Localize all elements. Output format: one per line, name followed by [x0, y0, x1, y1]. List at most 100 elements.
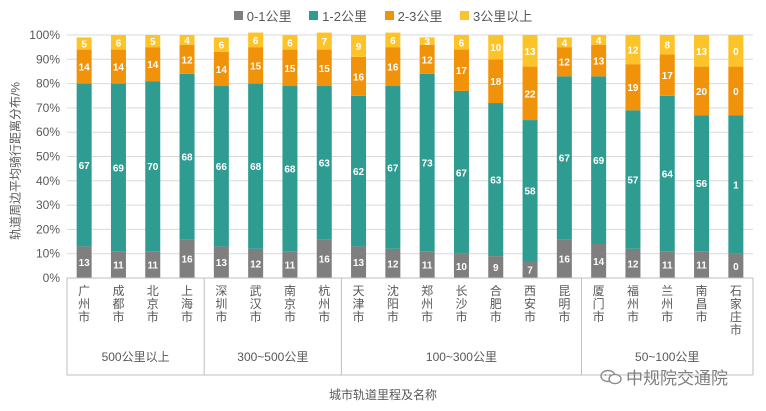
data-label: 10	[490, 43, 502, 54]
legend-label: 1-2公里	[322, 9, 367, 24]
legend-item-2-3km: 2-3公里	[384, 6, 442, 25]
legend-swatch	[309, 11, 319, 20]
bar-segment	[591, 44, 607, 77]
y-axis-title-text: 轨道周边平均骑行距离分布/%	[8, 81, 23, 241]
bar-segment	[179, 35, 195, 45]
data-label: 12	[250, 259, 262, 270]
data-label: 6	[116, 38, 122, 49]
group-label: 50~100公里	[635, 350, 699, 364]
bar-segment	[145, 81, 161, 252]
data-label: 70	[147, 162, 159, 173]
data-label: 11	[113, 261, 124, 272]
data-label: 14	[593, 257, 605, 268]
x-tick-label: 北京市	[147, 284, 159, 324]
bar-segment	[556, 76, 572, 240]
group-label: 300~500公里	[237, 350, 308, 364]
data-label: 13	[79, 258, 91, 269]
y-tick-label: 60%	[36, 125, 60, 139]
bar-segment	[659, 35, 675, 55]
data-label: 12	[627, 46, 639, 57]
bar-segment	[625, 110, 641, 249]
bars: 1367145116914611701451668124136614612681…	[76, 32, 744, 278]
data-label: 4	[184, 36, 190, 47]
bar-segment	[728, 35, 744, 67]
x-tick-label: 南昌市	[696, 283, 708, 324]
bar-segment	[522, 66, 538, 121]
data-label: 62	[353, 167, 365, 178]
legend-item-1-2km: 1-2公里	[309, 6, 367, 25]
data-label: 15	[250, 61, 262, 72]
bar-segment	[110, 251, 126, 278]
data-label: 0	[733, 262, 739, 273]
bar-segment	[213, 86, 229, 247]
bar-segment	[694, 251, 710, 278]
y-tick-label: 80%	[36, 77, 60, 91]
bar-segment	[419, 44, 435, 74]
bar-segment	[659, 54, 675, 96]
bar-segment	[453, 253, 469, 278]
data-label: 11	[696, 261, 707, 272]
data-label: 16	[181, 255, 193, 266]
data-label: 56	[696, 179, 708, 190]
bar-segment	[659, 95, 675, 252]
data-label: 63	[319, 159, 331, 170]
bar-segment	[213, 37, 229, 53]
bar-segment	[213, 52, 229, 87]
y-tick-label: 50%	[36, 150, 60, 164]
bar-segment	[522, 260, 538, 278]
data-label: 1	[733, 180, 739, 191]
data-label: 19	[627, 83, 639, 94]
data-label: 73	[422, 159, 434, 170]
bar-segment	[556, 37, 572, 48]
y-tick-label: 70%	[36, 101, 60, 115]
gridlines	[67, 34, 753, 279]
data-label: 14	[147, 60, 159, 71]
x-tick-label: 武汉市	[250, 284, 262, 324]
bar-segment	[110, 49, 126, 84]
bar-segment	[556, 47, 572, 77]
wechat-icon	[600, 369, 622, 384]
bar-segment	[728, 66, 744, 116]
x-tick-label: 杭州市	[318, 283, 330, 324]
data-label: 22	[524, 89, 536, 100]
bar-segment	[453, 35, 469, 50]
legend-label: 0-1公里	[246, 9, 292, 24]
y-tick-label: 0%	[43, 271, 61, 285]
data-label: 17	[456, 66, 468, 77]
watermark-text: 中规院交通院	[626, 369, 728, 388]
data-label: 11	[147, 261, 158, 272]
legend-item-0-1km: 0-1公里	[233, 6, 292, 25]
legend-swatch	[460, 11, 470, 20]
bar-segment	[591, 35, 607, 45]
bar-segment	[316, 49, 332, 87]
data-label: 6	[253, 36, 259, 47]
x-tick-label: 长沙市	[455, 284, 467, 324]
data-label: 7	[321, 37, 327, 48]
data-label: 67	[456, 168, 468, 179]
data-label: 13	[593, 57, 605, 68]
y-tick-label: 40%	[36, 174, 60, 188]
data-label: 66	[216, 162, 228, 173]
bar-segment	[351, 56, 367, 96]
x-tick-label: 广州市	[78, 284, 90, 324]
x-axis: 广州市 成都市 北京市 上海市 深圳市 武汉市 南京市 杭州市 天津市 沈阳市 郑州市 长沙市 合肥市 西…	[66, 277, 754, 376]
x-tick-label: 西安市	[524, 284, 536, 324]
bar-segment	[488, 103, 504, 257]
data-label: 12	[181, 55, 193, 66]
data-label: 8	[664, 41, 670, 52]
data-label: 13	[524, 47, 536, 58]
watermark: 中规院交通院	[600, 364, 728, 389]
data-label: 16	[353, 72, 365, 83]
bar-segment	[179, 73, 195, 240]
x-tick-label: 石家庄市	[730, 284, 742, 337]
data-label: 14	[79, 63, 91, 74]
y-tick-label: 20%	[36, 222, 60, 236]
bar-segment	[591, 243, 607, 278]
x-tick-label: 福州市	[627, 283, 639, 324]
bar-segment	[248, 32, 264, 48]
bar-segment	[694, 115, 710, 252]
x-tick-label: 昆明市	[558, 284, 570, 324]
data-label: 6	[459, 38, 465, 49]
data-label: 10	[456, 262, 468, 273]
